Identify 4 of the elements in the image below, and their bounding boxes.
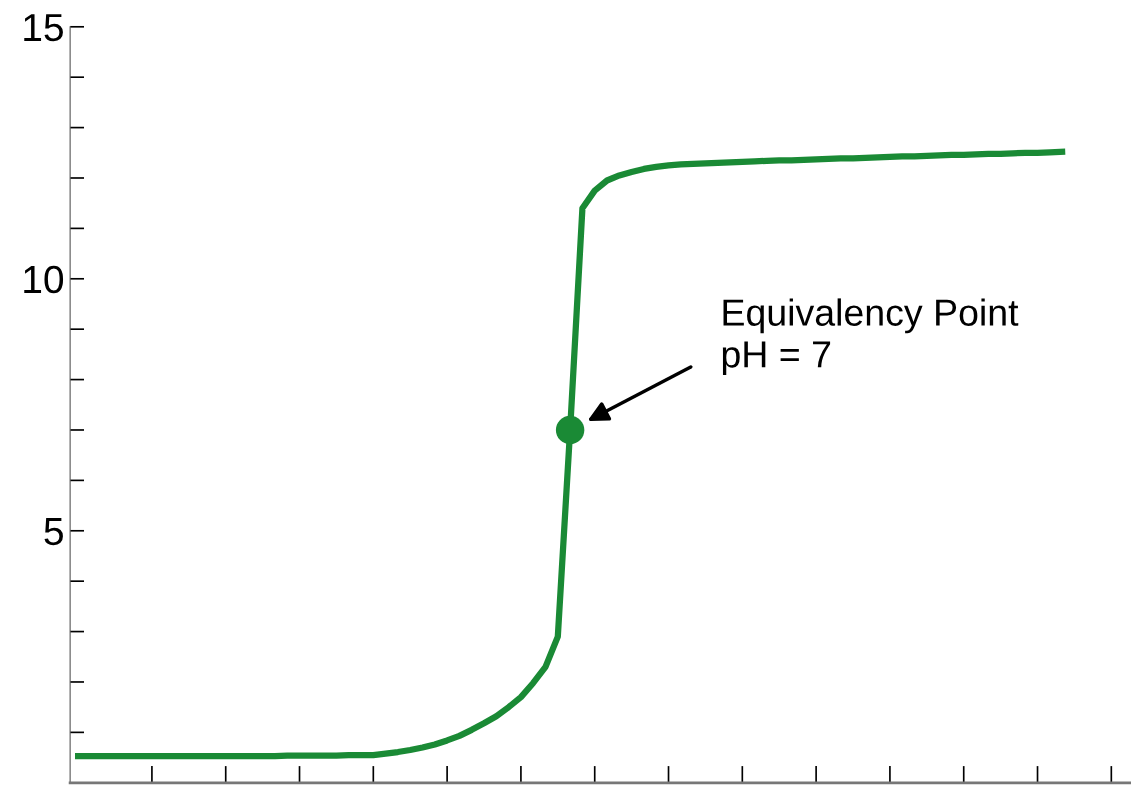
y-tick-label: 10 xyxy=(24,265,64,294)
y-tick-label: 5 xyxy=(44,518,63,546)
annotation: Equivalency Point pH = 7 xyxy=(722,298,1019,376)
y-tick-label: 15 xyxy=(24,14,63,42)
